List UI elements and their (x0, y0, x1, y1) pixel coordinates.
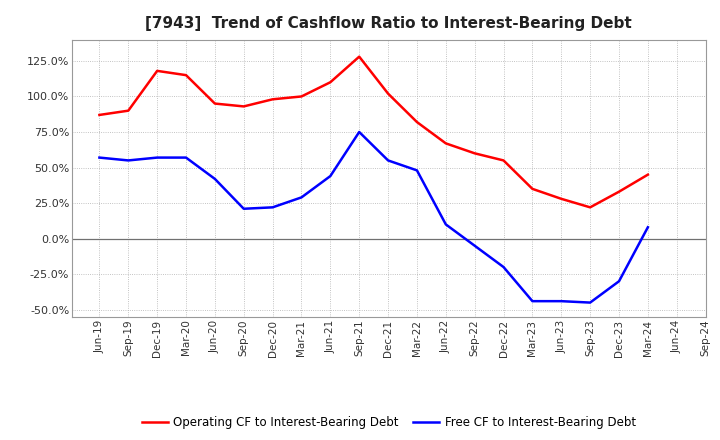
Operating CF to Interest-Bearing Debt (269, 97, 277, 102)
Free CF to Interest-Bearing Debt (297, 195, 306, 200)
Line: Free CF to Interest-Bearing Debt: Free CF to Interest-Bearing Debt (99, 132, 648, 303)
Free CF to Interest-Bearing Debt (413, 168, 421, 173)
Free CF to Interest-Bearing Debt (586, 300, 595, 305)
Free CF to Interest-Bearing Debt (384, 158, 392, 163)
Operating CF to Interest-Bearing Debt (644, 172, 652, 177)
Legend: Operating CF to Interest-Bearing Debt, Free CF to Interest-Bearing Debt: Operating CF to Interest-Bearing Debt, F… (137, 411, 641, 434)
Operating CF to Interest-Bearing Debt (95, 112, 104, 117)
Free CF to Interest-Bearing Debt (326, 173, 335, 179)
Free CF to Interest-Bearing Debt (95, 155, 104, 160)
Operating CF to Interest-Bearing Debt (470, 150, 479, 156)
Free CF to Interest-Bearing Debt (153, 155, 161, 160)
Free CF to Interest-Bearing Debt (124, 158, 132, 163)
Operating CF to Interest-Bearing Debt (240, 104, 248, 109)
Operating CF to Interest-Bearing Debt (181, 73, 190, 78)
Operating CF to Interest-Bearing Debt (499, 158, 508, 163)
Operating CF to Interest-Bearing Debt (326, 80, 335, 85)
Operating CF to Interest-Bearing Debt (297, 94, 306, 99)
Operating CF to Interest-Bearing Debt (586, 205, 595, 210)
Operating CF to Interest-Bearing Debt (441, 141, 450, 146)
Operating CF to Interest-Bearing Debt (153, 68, 161, 73)
Free CF to Interest-Bearing Debt (615, 279, 624, 284)
Operating CF to Interest-Bearing Debt (355, 54, 364, 59)
Operating CF to Interest-Bearing Debt (210, 101, 219, 106)
Free CF to Interest-Bearing Debt (499, 264, 508, 270)
Operating CF to Interest-Bearing Debt (557, 196, 566, 202)
Free CF to Interest-Bearing Debt (210, 176, 219, 182)
Operating CF to Interest-Bearing Debt (615, 189, 624, 194)
Free CF to Interest-Bearing Debt (269, 205, 277, 210)
Operating CF to Interest-Bearing Debt (124, 108, 132, 114)
Title: [7943]  Trend of Cashflow Ratio to Interest-Bearing Debt: [7943] Trend of Cashflow Ratio to Intere… (145, 16, 632, 32)
Free CF to Interest-Bearing Debt (355, 129, 364, 135)
Free CF to Interest-Bearing Debt (470, 243, 479, 248)
Free CF to Interest-Bearing Debt (441, 222, 450, 227)
Line: Operating CF to Interest-Bearing Debt: Operating CF to Interest-Bearing Debt (99, 57, 648, 207)
Free CF to Interest-Bearing Debt (528, 298, 536, 304)
Free CF to Interest-Bearing Debt (557, 298, 566, 304)
Free CF to Interest-Bearing Debt (644, 224, 652, 230)
Free CF to Interest-Bearing Debt (240, 206, 248, 211)
Operating CF to Interest-Bearing Debt (413, 119, 421, 125)
Operating CF to Interest-Bearing Debt (528, 186, 536, 191)
Free CF to Interest-Bearing Debt (181, 155, 190, 160)
Operating CF to Interest-Bearing Debt (384, 91, 392, 96)
